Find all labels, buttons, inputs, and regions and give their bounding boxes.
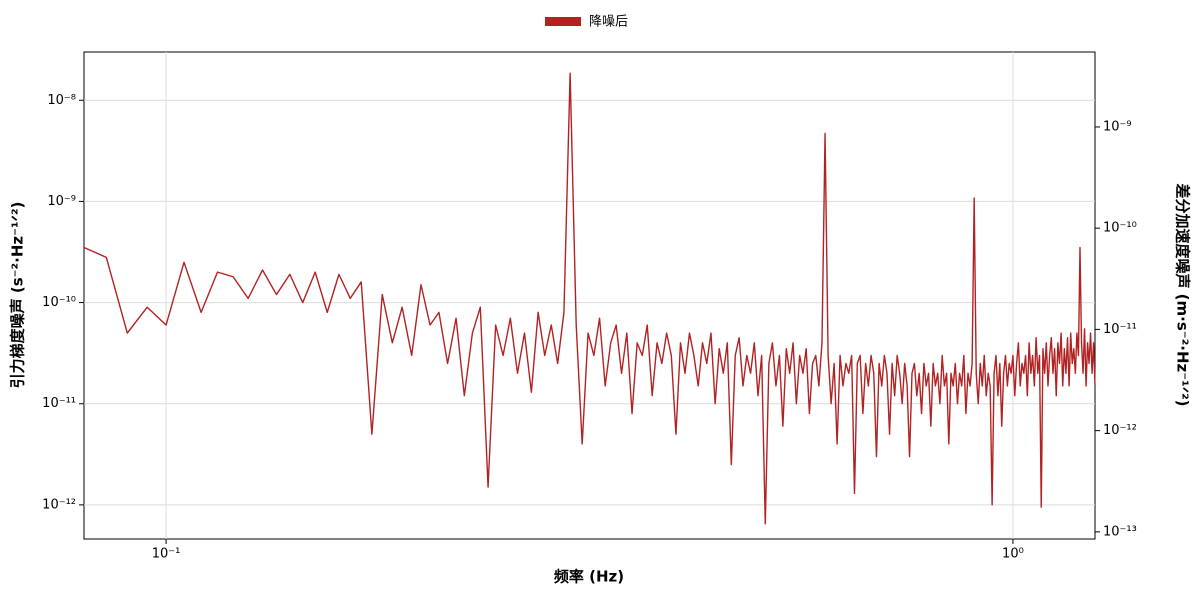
y2-tick-label: 10⁻¹²: [1103, 423, 1137, 438]
y-tick-label: 10⁻⁹: [47, 194, 76, 209]
y-tick-label: 10⁻¹²: [42, 497, 76, 512]
legend-label: 降噪后: [589, 15, 628, 30]
x-tick-label: 10⁰: [1002, 547, 1024, 562]
x-axis-label: 频率 (Hz): [554, 568, 624, 586]
y2-tick-label: 10⁻⁹: [1103, 119, 1132, 134]
y-tick-label: 10⁻¹⁰: [42, 295, 76, 310]
plot-frame: [83, 51, 1096, 540]
y-axis-label: 引力梯度噪声 (s⁻²·Hz⁻¹ᐟ²): [9, 202, 27, 389]
y2-tick-label: 10⁻¹⁰: [1103, 221, 1137, 236]
y2-tick-label: 10⁻¹³: [1103, 524, 1137, 539]
y2-axis-label: 差分加速度噪声 (m·s⁻²·Hz⁻¹ᐟ²): [1174, 183, 1192, 406]
y-tick-label: 10⁻⁸: [47, 93, 76, 108]
y-tick-label: 10⁻¹¹: [42, 396, 76, 411]
x-tick-label: 10⁻¹: [152, 547, 181, 562]
y2-tick-label: 10⁻¹¹: [1103, 322, 1137, 337]
legend-swatch: [545, 17, 581, 26]
data-line: [83, 72, 1096, 525]
